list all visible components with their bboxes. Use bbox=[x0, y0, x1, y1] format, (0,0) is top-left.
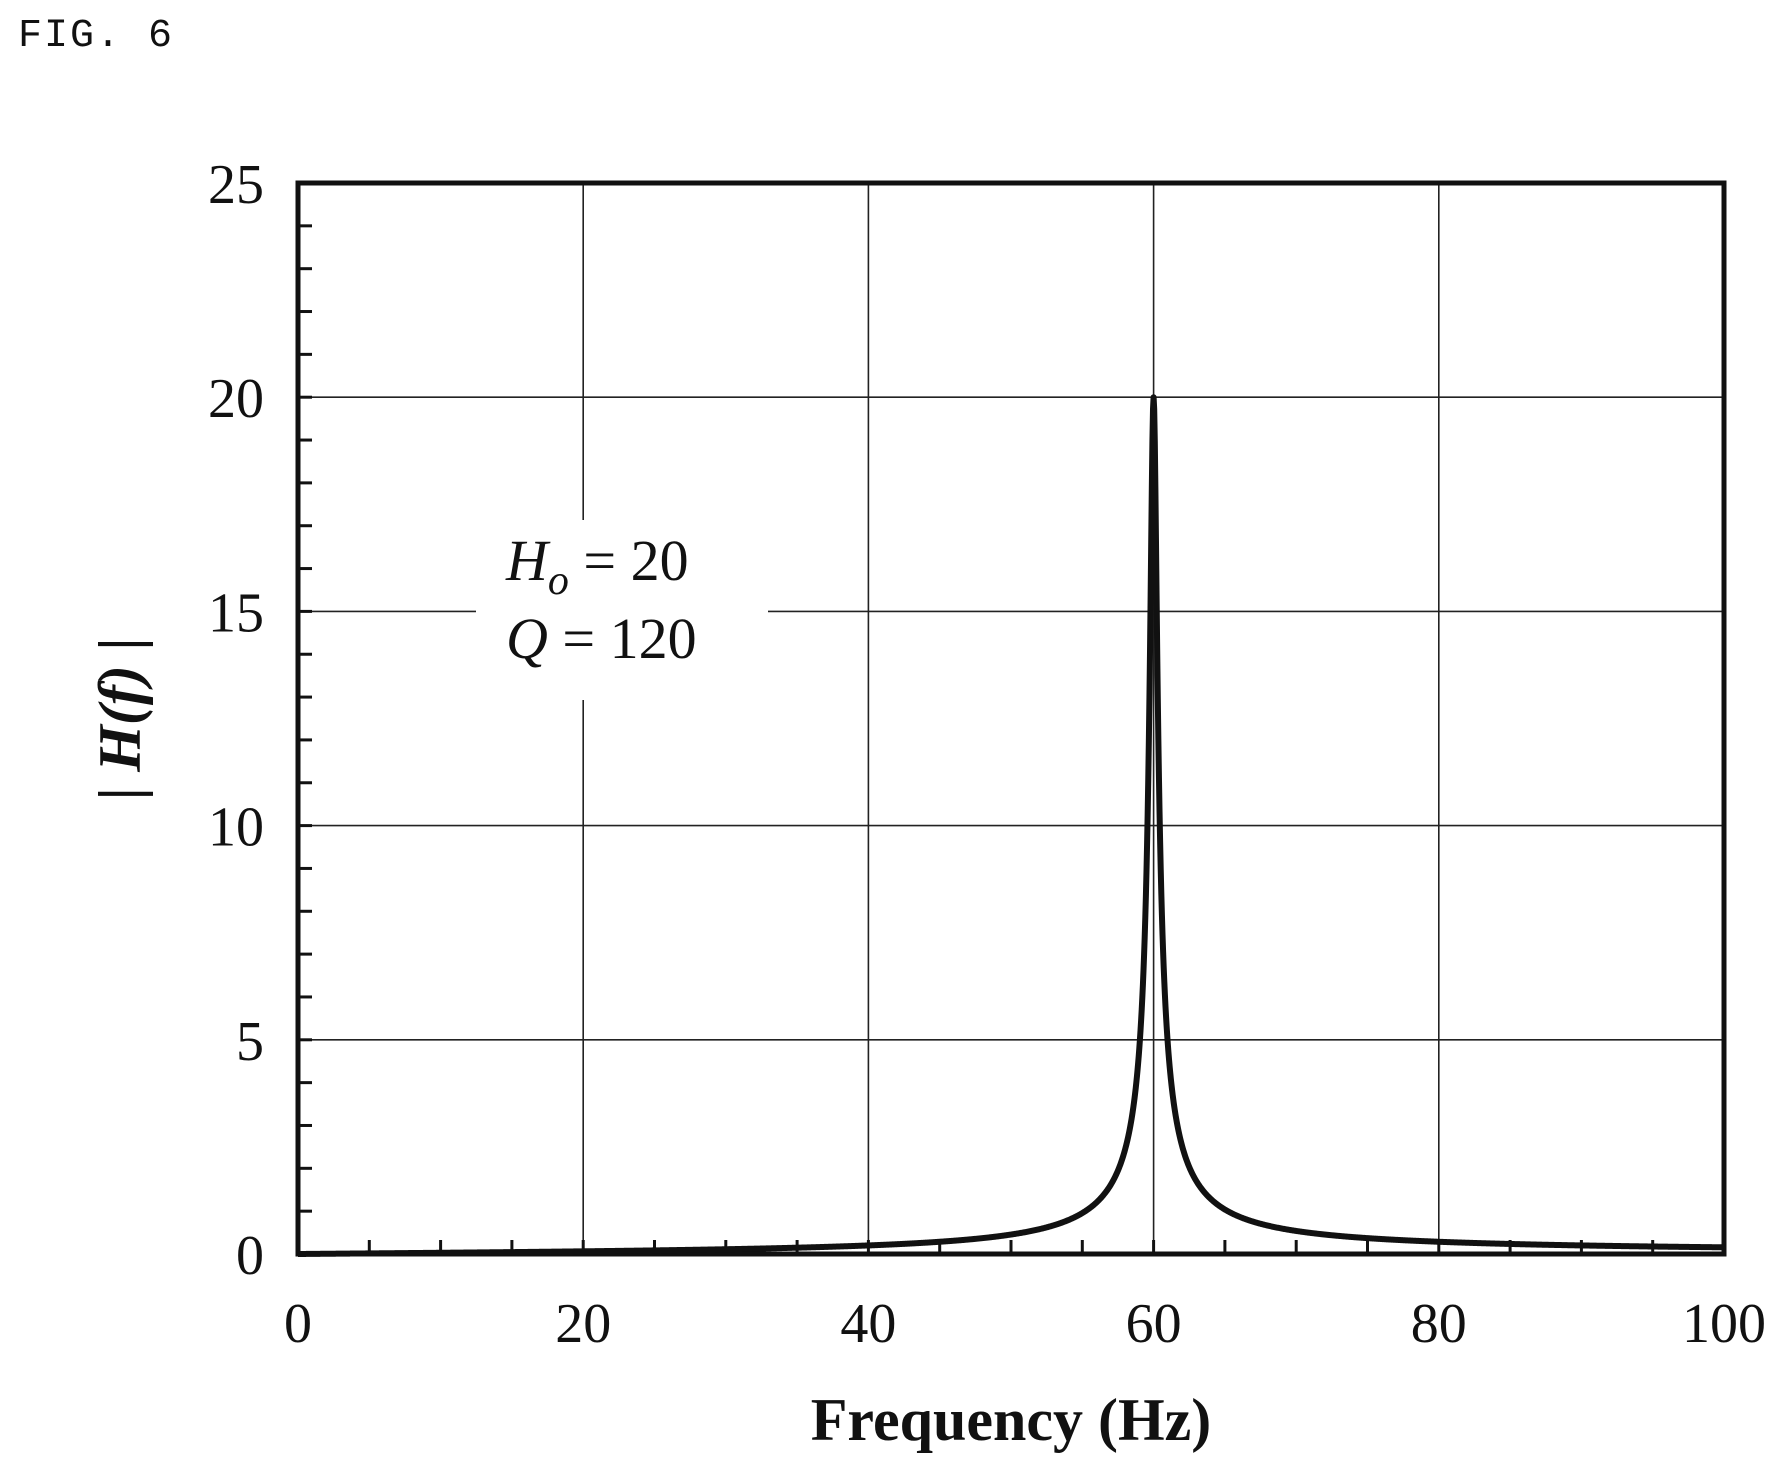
annotation-q: Q = 120 bbox=[506, 606, 697, 671]
x-tick-label-0: 0 bbox=[284, 1293, 312, 1355]
x-tick-label-1: 20 bbox=[555, 1293, 611, 1355]
figure-label: FIG. 6 bbox=[18, 14, 175, 59]
y-tick-label-3: 15 bbox=[208, 582, 264, 644]
y-tick-label-2: 10 bbox=[208, 797, 264, 859]
annotation-background bbox=[476, 520, 768, 700]
y-tick-labels: 0 5 10 15 20 25 bbox=[208, 154, 264, 1287]
y-tick-label-4: 20 bbox=[208, 368, 264, 430]
x-tick-label-2: 40 bbox=[840, 1293, 896, 1355]
x-tick-label-5: 100 bbox=[1682, 1293, 1766, 1355]
annotation-h0: Ho = 20 bbox=[505, 528, 689, 604]
x-tick-label-4: 80 bbox=[1411, 1293, 1467, 1355]
y-tick-label-5: 25 bbox=[208, 154, 264, 216]
x-tick-label-3: 60 bbox=[1126, 1293, 1182, 1355]
y-axis-title: | H(f) | bbox=[87, 637, 153, 800]
y-tick-label-1: 5 bbox=[236, 1011, 264, 1073]
x-tick-labels: 0 20 40 60 80 100 bbox=[284, 1293, 1766, 1355]
y-tick-label-0: 0 bbox=[236, 1225, 264, 1287]
series-line-resonance bbox=[295, 394, 1727, 1257]
x-axis-title: Frequency (Hz) bbox=[811, 1387, 1211, 1453]
minor-ticks bbox=[296, 181, 1726, 1256]
grid-lines bbox=[298, 183, 1724, 1254]
plot-frame bbox=[295, 180, 1727, 1257]
